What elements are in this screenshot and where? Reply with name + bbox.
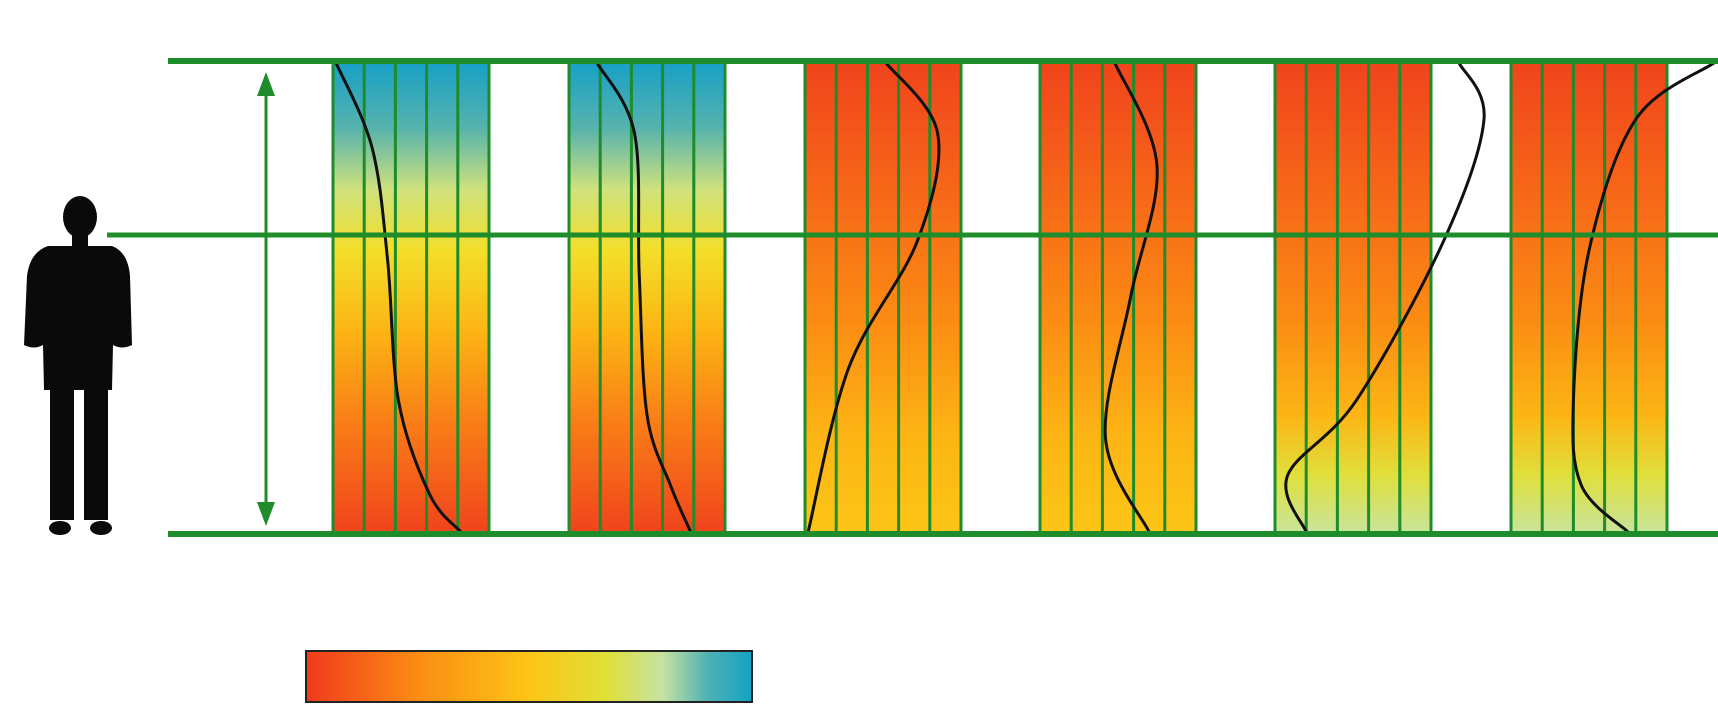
panel-4: [1038, 61, 1198, 534]
panel-2-fill: [569, 63, 725, 532]
panel-6-profile-curve: [1571, 61, 1716, 534]
panel-4-fill: [1040, 63, 1196, 532]
panel-3-profile-curve: [806, 61, 941, 534]
frame-lines: [107, 58, 1718, 537]
panel-5-profile-curve: [1284, 61, 1486, 534]
panel-1: [331, 61, 491, 534]
height-arrow: [257, 72, 275, 526]
panel-2-profile-curve: [595, 61, 693, 534]
panel-4-profile-curve: [1103, 61, 1159, 534]
panel-1-fill: [333, 63, 489, 532]
panel-5: [1273, 61, 1486, 534]
panel-6: [1509, 61, 1716, 534]
panel-3-fill: [805, 63, 961, 532]
panel-2: [567, 61, 727, 534]
temperature-profile-panels: [331, 61, 1716, 534]
panel-6-fill: [1511, 63, 1667, 532]
panel-3: [803, 61, 963, 534]
panel-5-fill: [1275, 63, 1431, 532]
color-scale-bar: [305, 650, 753, 703]
panel-1-profile-curve: [334, 61, 463, 534]
person-silhouette-icon: [24, 196, 132, 535]
